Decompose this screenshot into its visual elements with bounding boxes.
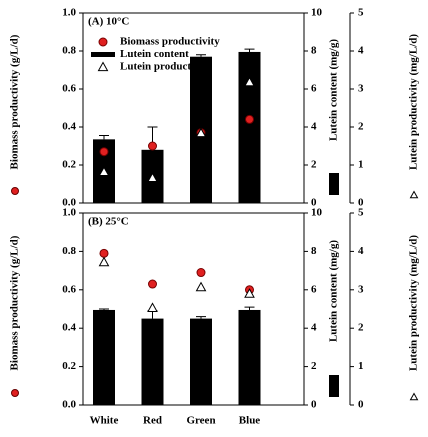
error-bar [147, 310, 158, 319]
y2-axis-label: Lutein content (mg/g) [328, 240, 340, 342]
y2-axis-label: Lutein content (mg/g) [328, 39, 340, 141]
y-axis-label: Biomass productivity (g/L/d) [9, 235, 21, 370]
y-axis-symbol [11, 389, 19, 397]
y2-tick-label: 8 [311, 245, 317, 257]
y3-tick-label: 1 [358, 159, 364, 171]
y3-tick-label: 0 [358, 197, 364, 209]
y3-tick-label: 5 [358, 7, 364, 19]
legend-label: Lutein productivity [120, 61, 212, 73]
y2-tick-label: 2 [311, 159, 317, 171]
y-tick-label: 1.0 [62, 207, 76, 219]
point [196, 268, 206, 278]
y-axis-label: Biomass productivity (g/L/d) [9, 34, 21, 169]
y3-tick-label: 2 [358, 121, 364, 133]
bar [238, 51, 261, 204]
legend-label: Lutein content [120, 48, 189, 60]
y-tick-label: 0.6 [62, 283, 76, 295]
y3-tick-label: 4 [358, 45, 364, 57]
y3-tick-label: 0 [358, 399, 364, 411]
error-bar [196, 316, 206, 319]
legend-symbol [97, 61, 109, 72]
x-tick-label: Red [143, 415, 162, 427]
y-tick-label: 0.4 [62, 121, 76, 133]
y2-tick-label: 10 [311, 207, 323, 219]
y2-tick-label: 4 [311, 121, 317, 133]
panel-title: (A) 10°C [88, 16, 129, 28]
x-tick-label: Blue [239, 415, 261, 427]
x-tick-label: White [90, 415, 119, 427]
y-tick-label: 0.2 [62, 360, 76, 372]
point [99, 147, 109, 157]
bar [141, 318, 164, 405]
y3-tick-label: 2 [358, 322, 364, 334]
y2-tick-label: 8 [311, 45, 317, 57]
y-tick-label: 0.8 [62, 245, 76, 257]
bar [93, 309, 115, 405]
error-bar [196, 54, 206, 57]
y-axis-symbol [11, 187, 19, 195]
point [245, 114, 254, 124]
point [195, 127, 207, 138]
bar [190, 318, 212, 405]
y-tick-label: 0.0 [62, 399, 76, 411]
y2-tick-label: 0 [311, 197, 317, 209]
y3-tick-label: 1 [358, 360, 364, 372]
y2-axis-symbol [329, 375, 339, 397]
point [195, 281, 207, 292]
y-tick-label: 0.0 [62, 197, 76, 209]
error-bar [99, 308, 109, 310]
point [148, 141, 157, 151]
bar [238, 309, 261, 405]
point [99, 248, 109, 258]
y3-tick-label: 4 [358, 245, 364, 257]
y2-tick-label: 4 [311, 322, 317, 334]
y3-axis-symbol [409, 392, 419, 401]
x-tick-label: Green [186, 415, 215, 427]
legend-symbol [91, 52, 115, 57]
y3-axis-symbol [409, 190, 419, 199]
point [244, 76, 255, 87]
point [98, 166, 110, 176]
y-tick-label: 0.6 [62, 83, 76, 95]
point [98, 256, 110, 267]
y2-tick-label: 0 [311, 399, 317, 411]
y-tick-label: 1.0 [62, 7, 76, 19]
y-tick-label: 0.2 [62, 159, 76, 171]
y-tick-label: 0.8 [62, 45, 76, 57]
y3-tick-label: 5 [358, 207, 364, 219]
y3-tick-label: 3 [358, 83, 364, 95]
legend-symbol [98, 37, 108, 47]
y2-tick-label: 2 [311, 360, 317, 372]
error-bar [99, 135, 109, 140]
y-tick-label: 0.4 [62, 322, 76, 334]
error-bar [244, 306, 255, 310]
y3-axis-label: Lutein productivity (mg/L/d) [408, 34, 420, 170]
y3-axis-label: Lutein productivity (mg/L/d) [408, 235, 420, 371]
point [148, 279, 157, 289]
panel-title: (B) 25°C [88, 216, 129, 228]
y2-tick-label: 6 [311, 83, 317, 95]
point [147, 302, 158, 312]
y3-tick-label: 3 [358, 283, 364, 295]
error-bar [244, 48, 255, 52]
legend-label: Biomass productivity [120, 36, 220, 48]
y2-axis-symbol [329, 173, 339, 195]
y2-tick-label: 6 [311, 283, 317, 295]
point [244, 288, 255, 298]
point [147, 172, 158, 183]
y2-tick-label: 10 [311, 7, 323, 19]
